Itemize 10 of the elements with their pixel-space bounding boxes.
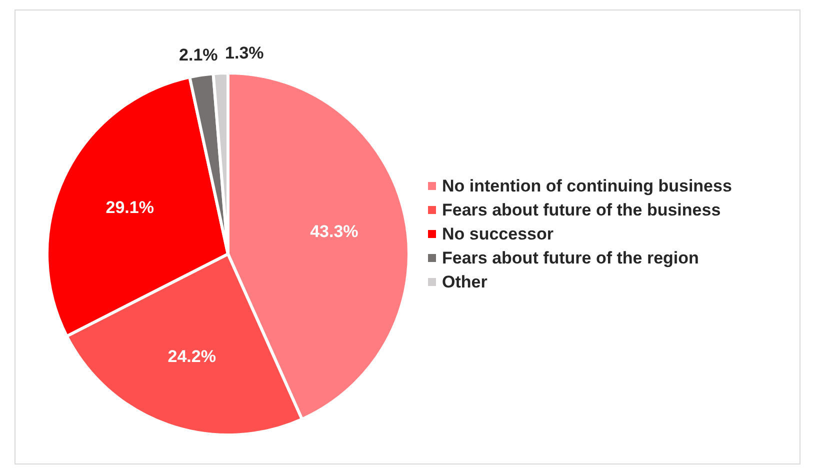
legend-label: Other (442, 272, 488, 292)
legend-label: Fears about future of the business (442, 200, 721, 220)
legend-label: Fears about future of the region (442, 248, 699, 268)
data-label: 43.3% (310, 222, 358, 241)
data-label: 29.1% (106, 198, 154, 217)
data-label: 24.2% (168, 346, 216, 366)
data-label: 2.1% (179, 46, 218, 65)
legend-label: No intention of continuing business (442, 176, 732, 196)
legend-label: No successor (442, 224, 554, 244)
data-label: 1.3% (225, 44, 264, 63)
